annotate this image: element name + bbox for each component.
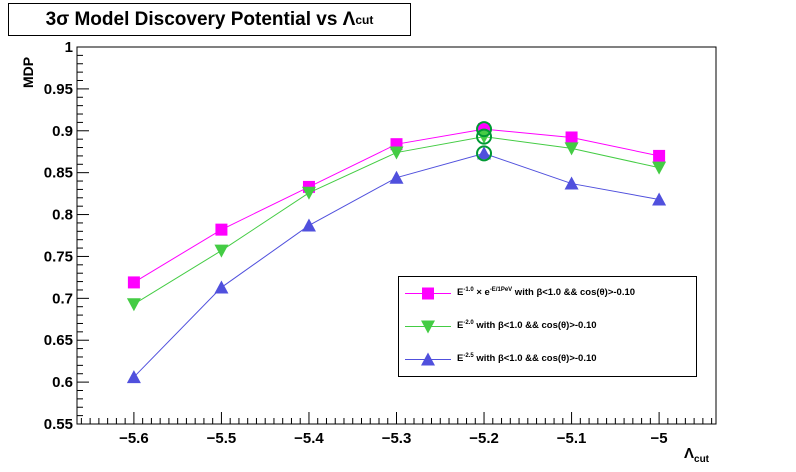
y-tick-label: 0.6 [52, 374, 73, 391]
x-tick-label: −5 [651, 430, 668, 447]
legend-swatch [405, 352, 451, 366]
highlight-circle [476, 128, 493, 145]
legend-label-cuts: with β<1.0 && cos(θ)>-0.10 [512, 287, 636, 299]
legend-label-exponent: -2.5 [463, 353, 474, 359]
legend-label-base: E [457, 287, 464, 299]
y-tick-label: 0.55 [44, 416, 73, 433]
legend-label: E-1.0 × e-E/1PeV with β<1.0 && cos(θ)>-0… [457, 287, 635, 298]
legend-label: E-2.5 with β<1.0 && cos(θ)>-0.10 [457, 353, 597, 364]
x-tick-label: −5.2 [469, 430, 499, 447]
data-point [214, 280, 229, 294]
axes-group: 0.55 0.6 0.65 0.7 0.75 0.8 0.85 0.9 0.95 1 −5.6 −5.… [44, 39, 713, 447]
y-tick-label: 0.95 [44, 81, 73, 98]
legend-label: E-2.0 with β<1.0 && cos(θ)>-0.10 [457, 320, 597, 331]
x-tick-label: −5.1 [557, 430, 587, 447]
data-point [652, 192, 667, 206]
x-tick-label: −5.5 [207, 430, 237, 447]
legend-label-exponent: -E/1PeV [489, 287, 513, 293]
legend-entry: E-2.5 with β<1.0 && cos(θ)>-0.10 [399, 343, 696, 376]
y-tick-label: 0.65 [44, 332, 73, 349]
data-point [565, 131, 578, 144]
y-tick-label: 0.75 [44, 248, 73, 265]
data-point [422, 287, 434, 300]
legend-label-cuts: with β<1.0 && cos(θ)>-0.10 [473, 320, 597, 332]
legend-swatch [405, 320, 451, 334]
legend-entry: E-1.0 × e-E/1PeV with β<1.0 && cos(θ)>-0… [399, 277, 696, 310]
data-point [215, 223, 228, 236]
y-tick-label: 0.8 [52, 207, 73, 224]
data-point [652, 161, 667, 175]
x-tick-label: −5.6 [119, 430, 149, 447]
x-tick-label: −5.3 [382, 430, 412, 447]
legend-label-exponent: -1.0 [463, 287, 474, 293]
highlight-circle [476, 145, 493, 162]
data-point [421, 352, 435, 366]
legend-entry: E-2.0 with β<1.0 && cos(θ)>-0.10 [399, 310, 696, 343]
y-tick-label: 0.85 [44, 165, 73, 182]
data-point [477, 130, 492, 144]
y-axis-label: MDP [20, 56, 36, 88]
data-point [126, 370, 141, 384]
legend: E-1.0 × e-E/1PeV with β<1.0 && cos(θ)>-0… [398, 276, 697, 377]
y-tick-label: 0.9 [52, 123, 73, 140]
legend-swatch [405, 287, 451, 300]
legend-label-mid: × e [473, 287, 490, 299]
data-point [564, 176, 579, 190]
y-tick-label: 0.7 [52, 290, 73, 307]
data-point [214, 244, 229, 258]
data-point [389, 170, 404, 184]
data-point [477, 146, 492, 160]
chart-title-main: 3σ Model Discovery Potential vs Λ [45, 8, 356, 30]
legend-label-exponent: -2.0 [463, 320, 474, 326]
data-point [301, 186, 316, 200]
x-tick-label: −5.4 [294, 430, 324, 447]
data-point [564, 142, 579, 156]
legend-label-base: E [457, 320, 464, 332]
y-tick-label: 1 [65, 39, 73, 56]
data-point [301, 218, 316, 232]
data-point [389, 146, 404, 160]
data-point [653, 149, 666, 162]
legend-label-base: E [457, 353, 464, 365]
data-point [126, 298, 141, 312]
x-axis-label: Λcut [684, 445, 710, 465]
data-point [127, 276, 140, 289]
highlight-circle [476, 121, 493, 138]
chart-title-sub: cut [355, 12, 374, 27]
data-point [421, 320, 435, 334]
series-layer [126, 121, 667, 384]
legend-label-cuts: with β<1.0 && cos(θ)>-0.10 [473, 353, 597, 365]
